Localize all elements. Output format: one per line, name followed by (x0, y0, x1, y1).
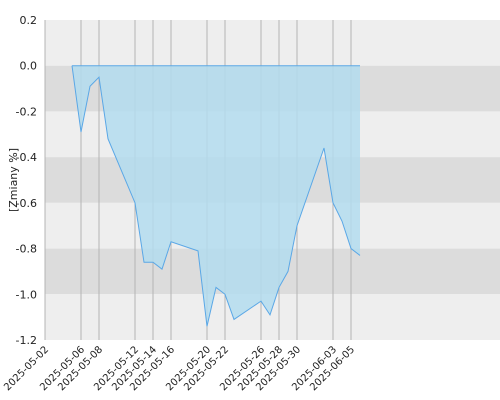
series-line (71, 65, 361, 327)
y-tick-label: -0.4 (16, 151, 37, 164)
y-tick-label: -1.0 (16, 288, 37, 301)
x-tick-labels: 2025-05-022025-05-062025-05-082025-05-12… (2, 344, 357, 393)
y-tick-label: -1.2 (16, 334, 37, 347)
y-axis-label: [Zmiany %] (7, 148, 20, 212)
y-tick-label: 0.2 (20, 14, 38, 27)
y-tick-label: -0.6 (16, 197, 37, 210)
y-tick-labels: 0.2 0.0 -0.2 -0.4 -0.6 -0.8 -1.0 -1.2 (16, 14, 37, 347)
y-tick-label: 0.0 (20, 60, 38, 73)
y-tick-label: -0.8 (16, 243, 37, 256)
band (45, 20, 500, 66)
y-tick-label: -0.2 (16, 105, 37, 118)
